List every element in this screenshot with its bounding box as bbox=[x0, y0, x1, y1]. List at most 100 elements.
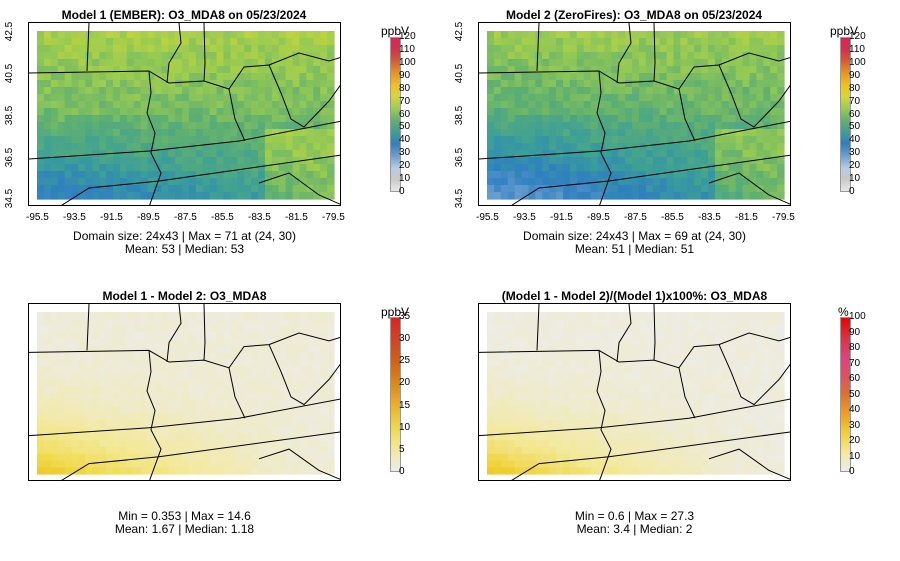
colorbar-tick-label: 90 bbox=[849, 326, 861, 338]
domain-stats: Domain size: 24x43 | Max = 69 at (24, 30… bbox=[523, 229, 746, 243]
y-tick-label: 40.5 bbox=[4, 63, 16, 84]
colorbar-tick-label: 40 bbox=[849, 134, 861, 146]
colorbar-tick-label: 20 bbox=[849, 160, 861, 172]
colorbar-tick-label: 25 bbox=[399, 355, 411, 367]
y-tick-label: 38.5 bbox=[454, 105, 466, 126]
colorbar-tick-label: 50 bbox=[849, 388, 861, 400]
colorbar-tick-label: 10 bbox=[399, 421, 411, 433]
colorbar-unit: ppbV bbox=[830, 24, 859, 38]
state-borders bbox=[479, 304, 790, 480]
concentration-map bbox=[28, 22, 341, 206]
state-borders bbox=[29, 23, 340, 205]
difference-map bbox=[28, 303, 341, 481]
map-canvas bbox=[479, 304, 790, 480]
x-tick-label: -87.5 bbox=[624, 212, 647, 223]
concentration-map bbox=[478, 22, 791, 206]
x-tick-label: -95.5 bbox=[26, 212, 49, 223]
x-tick-label: -83.5 bbox=[248, 212, 271, 223]
colorbar-tick-label: 120 bbox=[399, 31, 416, 42]
panel-title: (Model 1 - Model 2)/(Model 1)x100%: O3_M… bbox=[501, 289, 768, 303]
x-tick-label: -85.5 bbox=[661, 212, 684, 223]
map-canvas bbox=[29, 23, 340, 205]
percent-difference-map bbox=[478, 303, 791, 481]
colorbar-tick-label: 50 bbox=[849, 121, 861, 133]
y-tick-label: 34.5 bbox=[454, 188, 466, 209]
panel-title: Model 1 - Model 2: O3_MDA8 bbox=[102, 289, 267, 303]
colorbar-tick-label: 5 bbox=[399, 443, 405, 455]
x-tick-label: -91.5 bbox=[550, 212, 573, 223]
colorbar-tick-label: 20 bbox=[399, 377, 411, 389]
colorbar-tick-label: 35 bbox=[399, 311, 411, 322]
colorbar-unit: ppbV bbox=[381, 24, 410, 38]
map-canvas bbox=[29, 304, 340, 480]
colorbar-tick-label: 30 bbox=[849, 147, 861, 159]
colorbar-tick-label: 0 bbox=[399, 466, 405, 477]
colorbar-tick-label: 40 bbox=[399, 134, 411, 146]
colorbar-tick-label: 10 bbox=[849, 173, 861, 185]
colorbar-tick-label: 60 bbox=[849, 373, 861, 384]
colorbar-tick-label: 0 bbox=[399, 186, 405, 197]
min-max-stats: Min = 0.6 | Max = 27.3 bbox=[574, 509, 695, 523]
colorbar-tick-label: 10 bbox=[399, 173, 411, 185]
map-canvas bbox=[479, 23, 790, 205]
mean-median-stats: Mean: 51 | Median: 51 bbox=[574, 242, 695, 256]
colorbar-tick-label: 10 bbox=[849, 450, 861, 462]
y-tick-label: 36.5 bbox=[454, 147, 466, 168]
mean-median-stats: Mean: 53 | Median: 53 bbox=[124, 242, 245, 256]
x-tick-label: -81.5 bbox=[285, 212, 308, 223]
domain-stats: Domain size: 24x43 | Max = 71 at (24, 30… bbox=[73, 229, 296, 243]
colorbar bbox=[390, 317, 401, 472]
panel-title: Model 1 (EMBER): O3_MDA8 on 05/23/2024 bbox=[61, 8, 307, 22]
x-tick-label: -81.5 bbox=[735, 212, 758, 223]
panel-title: Model 2 (ZeroFires): O3_MDA8 on 05/23/20… bbox=[505, 8, 763, 22]
x-tick-label: -89.5 bbox=[137, 212, 160, 223]
colorbar-tick-label: 100 bbox=[849, 311, 866, 322]
colorbar-tick-label: 80 bbox=[399, 82, 411, 94]
colorbar-tick-label: 70 bbox=[849, 357, 861, 369]
x-tick-label: -93.5 bbox=[513, 212, 536, 223]
colorbar-tick-label: 80 bbox=[849, 82, 861, 94]
colorbar-tick-label: 90 bbox=[399, 69, 411, 81]
colorbar-tick-label: 120 bbox=[849, 31, 866, 42]
min-max-stats: Min = 0.353 | Max = 14.6 bbox=[118, 509, 251, 523]
y-tick-label: 42.5 bbox=[4, 21, 16, 42]
colorbar-tick-label: 40 bbox=[849, 404, 861, 415]
colorbar-tick-label: 60 bbox=[849, 108, 861, 120]
x-tick-label: -83.5 bbox=[698, 212, 721, 223]
x-tick-label: -95.5 bbox=[476, 212, 499, 223]
colorbar-tick-label: 70 bbox=[399, 95, 411, 107]
colorbar-tick-label: 20 bbox=[399, 160, 411, 172]
x-tick-label: -85.5 bbox=[211, 212, 234, 223]
colorbar-unit: % bbox=[838, 305, 849, 319]
colorbar-tick-label: 15 bbox=[399, 399, 411, 411]
colorbar-tick-label: 30 bbox=[399, 147, 411, 159]
colorbar-tick-label: 60 bbox=[399, 108, 411, 120]
colorbar-tick-label: 0 bbox=[849, 186, 855, 197]
y-tick-label: 42.5 bbox=[454, 21, 466, 42]
colorbar-tick-label: 110 bbox=[399, 43, 415, 55]
colorbar bbox=[840, 317, 851, 472]
y-tick-label: 36.5 bbox=[4, 147, 16, 168]
colorbar-tick-label: 80 bbox=[849, 342, 861, 353]
colorbar-tick-label: 30 bbox=[849, 419, 861, 431]
state-borders bbox=[479, 23, 790, 205]
colorbar-tick-label: 50 bbox=[399, 121, 411, 133]
colorbar-tick-label: 20 bbox=[849, 435, 861, 446]
y-tick-label: 38.5 bbox=[4, 105, 16, 126]
x-tick-label: -91.5 bbox=[100, 212, 123, 223]
x-tick-label: -89.5 bbox=[587, 212, 610, 223]
colorbar-tick-label: 110 bbox=[849, 43, 865, 55]
colorbar bbox=[840, 37, 851, 192]
colorbar-tick-label: 30 bbox=[399, 333, 411, 345]
colorbar bbox=[390, 37, 401, 192]
x-tick-label: -79.5 bbox=[772, 212, 795, 223]
colorbar-unit: ppbV bbox=[381, 305, 410, 319]
colorbar-tick-label: 90 bbox=[849, 69, 861, 81]
colorbar-tick-label: 0 bbox=[849, 466, 855, 477]
x-tick-label: -87.5 bbox=[174, 212, 197, 223]
colorbar-tick-label: 100 bbox=[849, 56, 866, 68]
colorbar-tick-label: 100 bbox=[399, 56, 416, 68]
state-borders bbox=[29, 304, 340, 480]
y-tick-label: 34.5 bbox=[4, 188, 16, 209]
x-tick-label: -79.5 bbox=[322, 212, 345, 223]
